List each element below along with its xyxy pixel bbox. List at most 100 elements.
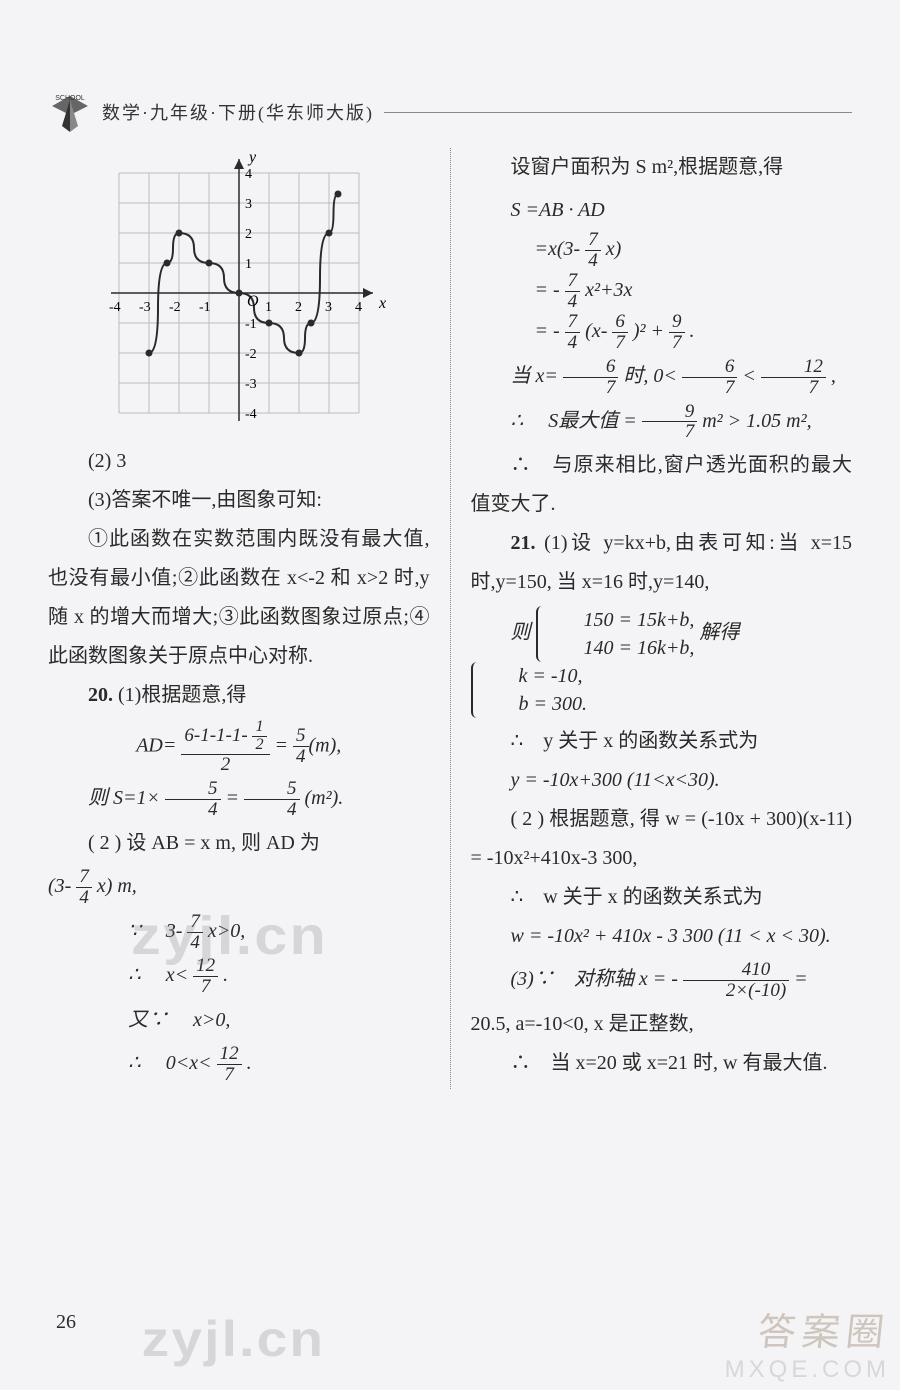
AD-equation: AD= 6-1-1-1- 1 2 2 = 5 4 (m),	[48, 719, 430, 775]
eS1: S =AB · AD	[511, 191, 853, 230]
eS42d: 7	[612, 333, 628, 353]
wp: 当 x=	[511, 365, 558, 387]
s1n: 5	[165, 779, 221, 800]
i3: x>0,	[193, 1009, 230, 1031]
function-graph: -4-3-2-11234-4-3-2-11234 O x y	[89, 148, 389, 438]
q213q: =	[794, 968, 808, 990]
right-column: 设窗户面积为 S m²,根据题意,得 S =AB · AD =x(3- 74 x…	[471, 148, 853, 1089]
svg-text:-4: -4	[245, 407, 257, 422]
eS42n: 6	[612, 312, 628, 333]
AD-nn: 1	[252, 719, 266, 737]
2b-pre: (3-	[48, 875, 71, 897]
i2d: 7	[193, 977, 218, 997]
watermark-2: zyjl.cn	[142, 1310, 326, 1368]
c2a: k = -10,	[479, 662, 588, 690]
smq: m² > 1.05 m²,	[702, 410, 811, 432]
wpost: ,	[831, 365, 836, 387]
AD-lhs: AD=	[136, 735, 176, 757]
eS2p: =x(3-	[535, 238, 581, 260]
q21-line: 21. (1)设 y=kx+b,由表可知:当 x=15 时,y=150, 当 x…	[471, 524, 853, 602]
i2n: 12	[193, 956, 218, 977]
AD-nd: 2	[252, 737, 266, 754]
AD-rn: 5	[293, 726, 309, 747]
s2n: 5	[244, 779, 300, 800]
svg-text:-3: -3	[139, 300, 151, 315]
svg-text:3: 3	[245, 197, 252, 212]
eS41n: 7	[565, 312, 581, 333]
header-title: 数学·九年级·下册(华东师大版)	[102, 99, 374, 125]
svg-text:-3: -3	[245, 377, 257, 392]
eS4m: (x-	[585, 320, 607, 342]
smp: S最大值 =	[548, 410, 637, 432]
AD-den: 2	[181, 755, 269, 775]
i1p: 3-	[166, 920, 183, 942]
w2n: 6	[682, 357, 738, 378]
svg-text:2: 2	[295, 300, 302, 315]
corner-watermark: 答案圈 MXQE.COM	[725, 1301, 890, 1384]
eS3q: x²+3x	[585, 279, 632, 301]
then: 则	[511, 622, 531, 644]
svg-text:4: 4	[245, 167, 252, 182]
i4d: 7	[217, 1065, 242, 1085]
w2d: 7	[682, 378, 738, 398]
smax-line: ∴ S最大值 = 97 m² > 1.05 m²,	[471, 402, 853, 443]
corner-cn: 答案圈	[722, 1301, 893, 1356]
yx: y = -10x+300 (11<x<30).	[471, 761, 853, 800]
eS4q1: )² +	[633, 320, 664, 342]
AD-unit: (m),	[309, 735, 342, 757]
ineq4: ∴ 0<x< 127 .	[48, 1044, 430, 1085]
q213d: 2×(-10)	[683, 981, 789, 1001]
svg-text:-1: -1	[245, 317, 257, 332]
so2: ∴	[128, 1052, 141, 1074]
S-pre: 则 S=1×	[88, 787, 160, 809]
i4p: 0<x<	[166, 1052, 212, 1074]
w1d: 7	[563, 378, 619, 398]
q20-1: (1)根据题意,得	[118, 684, 246, 706]
q3-intro: (3)答案不唯一,由图象可知:	[48, 481, 430, 520]
conc1: ∴ 与原来相比,窗户透光面积的最大值变大了.	[471, 446, 853, 524]
svg-text:y: y	[247, 149, 257, 166]
svg-text:1: 1	[265, 300, 272, 315]
eS2n: 7	[585, 230, 601, 251]
svg-text:4: 4	[355, 300, 362, 315]
i1post: x>0,	[208, 920, 245, 942]
AD-rd: 4	[293, 747, 309, 767]
column-separator	[450, 148, 451, 1089]
wx: w = -10x² + 410x - 3 300 (11 < x < 30).	[471, 917, 853, 956]
c2b: b = 300.	[479, 690, 588, 718]
S-expand: S =AB · AD =x(3- 74 x) = - 74 x²+3x = - …	[471, 191, 853, 353]
q20-line: 20. (1)根据题意,得	[48, 676, 430, 715]
eS2q: x)	[606, 238, 622, 260]
i2post: .	[223, 965, 228, 987]
ineq2: ∴ x< 127 .	[48, 956, 430, 997]
q21-2: ( 2 ) 根据题意, 得 w = (-10x + 300)(x-11) = -…	[471, 800, 853, 878]
again: 又∵	[128, 1009, 168, 1031]
q-2-line: (2) 3	[48, 442, 430, 481]
q21-3c: ∴ 当 x=20 或 x=21 时, w 有最大值.	[471, 1044, 853, 1083]
i4n: 12	[217, 1044, 242, 1065]
i2p: x<	[166, 965, 188, 987]
eS2d: 4	[585, 251, 601, 271]
c1b: 140 = 16k+b,	[544, 634, 695, 662]
eS3p: = -	[535, 279, 560, 301]
svg-text:1: 1	[245, 257, 252, 272]
smd: 7	[642, 422, 698, 442]
q21-label: 21.	[511, 532, 536, 554]
ineq1: ∵ 3- 74 x>0,	[48, 912, 430, 953]
ineq3: 又∵ x>0,	[48, 1001, 430, 1040]
so-wx: ∴ w 关于 x 的函数关系式为	[471, 878, 853, 917]
eS4q2: .	[690, 320, 695, 342]
w3d: 7	[761, 378, 826, 398]
S-unit: (m²).	[305, 787, 344, 809]
q20-label: 20.	[88, 684, 113, 706]
2bd: 4	[76, 888, 92, 908]
when-line: 当 x= 67 时, 0< 67 < 127 ,	[471, 357, 853, 398]
s2d: 4	[244, 800, 300, 820]
i4post: .	[247, 1052, 252, 1074]
solve: 解得	[699, 622, 739, 644]
q2-val: 3	[116, 450, 126, 472]
svg-text:-2: -2	[169, 300, 181, 315]
bec1: ∵	[128, 920, 141, 942]
q2-label: (2)	[88, 450, 111, 472]
c1a: 150 = 15k+b,	[544, 606, 695, 634]
